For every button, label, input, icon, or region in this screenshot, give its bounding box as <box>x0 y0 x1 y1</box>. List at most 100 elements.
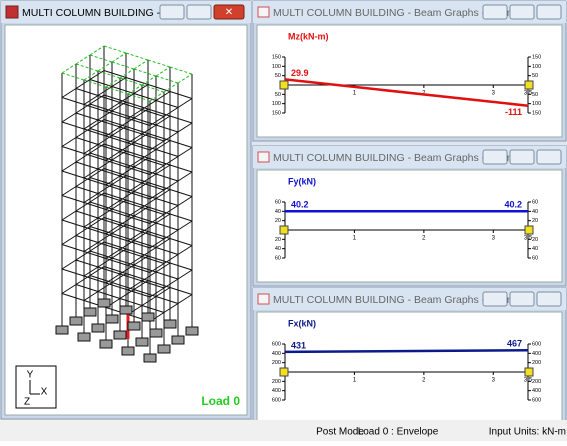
maximize-button[interactable] <box>510 150 534 164</box>
graph-label: Fx(kN) <box>288 318 316 328</box>
x-tick-label: 3.5 <box>524 236 533 242</box>
y-tick-label: 20 <box>532 218 538 224</box>
graph-window: MULTI COLUMN BUILDING - Beam Graphs - Be… <box>253 1 566 141</box>
support <box>122 347 134 355</box>
axis-label-x: X <box>41 387 48 398</box>
y-tick-label: 600 <box>272 397 281 403</box>
y-tick-label: 50 <box>532 73 538 79</box>
support-marker <box>280 81 288 89</box>
y-tick-label: 400 <box>272 388 281 394</box>
graph-window: MULTI COLUMN BUILDING - Beam Graphs - Be… <box>253 146 566 286</box>
maximize-button[interactable] <box>510 5 534 19</box>
support <box>128 322 140 330</box>
status-units: Input Units: kN-m <box>489 427 566 438</box>
axis-triad <box>16 366 56 408</box>
support <box>120 306 132 314</box>
graph-area <box>257 312 562 424</box>
y-tick-label: 60 <box>275 255 281 261</box>
support-marker <box>525 226 533 234</box>
y-tick-label: 200 <box>272 379 281 385</box>
maximize-button[interactable] <box>510 292 534 306</box>
screen: MULTI COLUMN BUILDING - ... ✕ Y Z X Load… <box>0 0 567 441</box>
y-tick-label: 50 <box>275 92 281 98</box>
support <box>56 326 68 334</box>
support <box>186 327 198 335</box>
minimize-button[interactable] <box>483 292 507 306</box>
status-bar <box>0 420 567 441</box>
y-tick-label: 20 <box>275 218 281 224</box>
y-tick-label: 400 <box>532 388 541 394</box>
y-tick-label: 50 <box>532 92 538 98</box>
axis-label-z: Z <box>24 397 30 408</box>
status-load: Load 0 : Envelope <box>358 427 439 438</box>
y-tick-label: 400 <box>272 351 281 357</box>
y-tick-label: 150 <box>532 54 541 60</box>
close-icon: ✕ <box>225 7 233 18</box>
graph-label: Fy(kN) <box>288 176 316 186</box>
left-window: MULTI COLUMN BUILDING - ... ✕ Y Z X Load… <box>1 1 251 419</box>
y-tick-label: 100 <box>272 64 281 70</box>
support-marker <box>525 81 533 89</box>
y-tick-label: 600 <box>272 341 281 347</box>
y-tick-label: 60 <box>532 199 538 205</box>
close-button[interactable] <box>537 292 561 306</box>
y-tick-label: 20 <box>532 237 538 243</box>
x-tick-label: 3.5 <box>524 378 533 384</box>
value-label: -111 <box>505 107 522 117</box>
support <box>164 320 176 328</box>
support <box>172 336 184 344</box>
axis-label-y: Y <box>27 370 34 381</box>
y-tick-label: 200 <box>532 379 541 385</box>
app-icon <box>258 152 269 162</box>
x-tick-label: 3.5 <box>524 91 533 97</box>
support <box>92 324 104 332</box>
y-tick-label: 40 <box>532 246 538 252</box>
app-icon <box>6 6 18 18</box>
diagram-line <box>285 350 528 352</box>
y-tick-label: 50 <box>275 73 281 79</box>
support <box>100 340 112 348</box>
value-label: 29.9 <box>291 68 309 78</box>
app-icon <box>258 294 269 304</box>
minimize-button[interactable] <box>483 150 507 164</box>
support <box>78 333 90 341</box>
close-button[interactable] <box>537 5 561 19</box>
y-tick-label: 150 <box>532 110 541 116</box>
y-tick-label: 40 <box>532 209 538 215</box>
value-label: 40.2 <box>504 200 522 210</box>
value-label: 467 <box>507 339 522 349</box>
support-marker <box>280 368 288 376</box>
value-label: 431 <box>291 340 306 350</box>
support <box>114 331 126 339</box>
graph-area <box>257 170 562 282</box>
graph-label: Mz(kN-m) <box>288 31 329 41</box>
value-label: 40.2 <box>291 200 309 210</box>
minimize-button[interactable] <box>160 5 184 19</box>
y-tick-label: 150 <box>272 54 281 60</box>
support <box>150 329 162 337</box>
y-tick-label: 200 <box>272 360 281 366</box>
app-icon <box>258 7 269 17</box>
support <box>84 308 96 316</box>
minimize-button[interactable] <box>483 5 507 19</box>
close-button[interactable] <box>537 150 561 164</box>
support <box>158 345 170 353</box>
support <box>144 354 156 362</box>
graph-window: MULTI COLUMN BUILDING - Beam Graphs - Be… <box>253 288 566 428</box>
maximize-button[interactable] <box>187 5 211 19</box>
y-tick-label: 100 <box>532 101 541 107</box>
y-tick-label: 40 <box>275 246 281 252</box>
y-tick-label: 60 <box>275 199 281 205</box>
y-tick-label: 600 <box>532 397 541 403</box>
y-tick-label: 400 <box>532 351 541 357</box>
y-tick-label: 40 <box>275 209 281 215</box>
y-tick-label: 100 <box>532 64 541 70</box>
support <box>106 315 118 323</box>
load-label: Load 0 <box>201 394 240 408</box>
y-tick-label: 200 <box>532 360 541 366</box>
y-tick-label: 60 <box>532 255 538 261</box>
graph-windows: MULTI COLUMN BUILDING - Beam Graphs - Be… <box>253 1 566 428</box>
y-tick-label: 150 <box>272 110 281 116</box>
y-tick-label: 100 <box>272 101 281 107</box>
y-tick-label: 20 <box>275 237 281 243</box>
